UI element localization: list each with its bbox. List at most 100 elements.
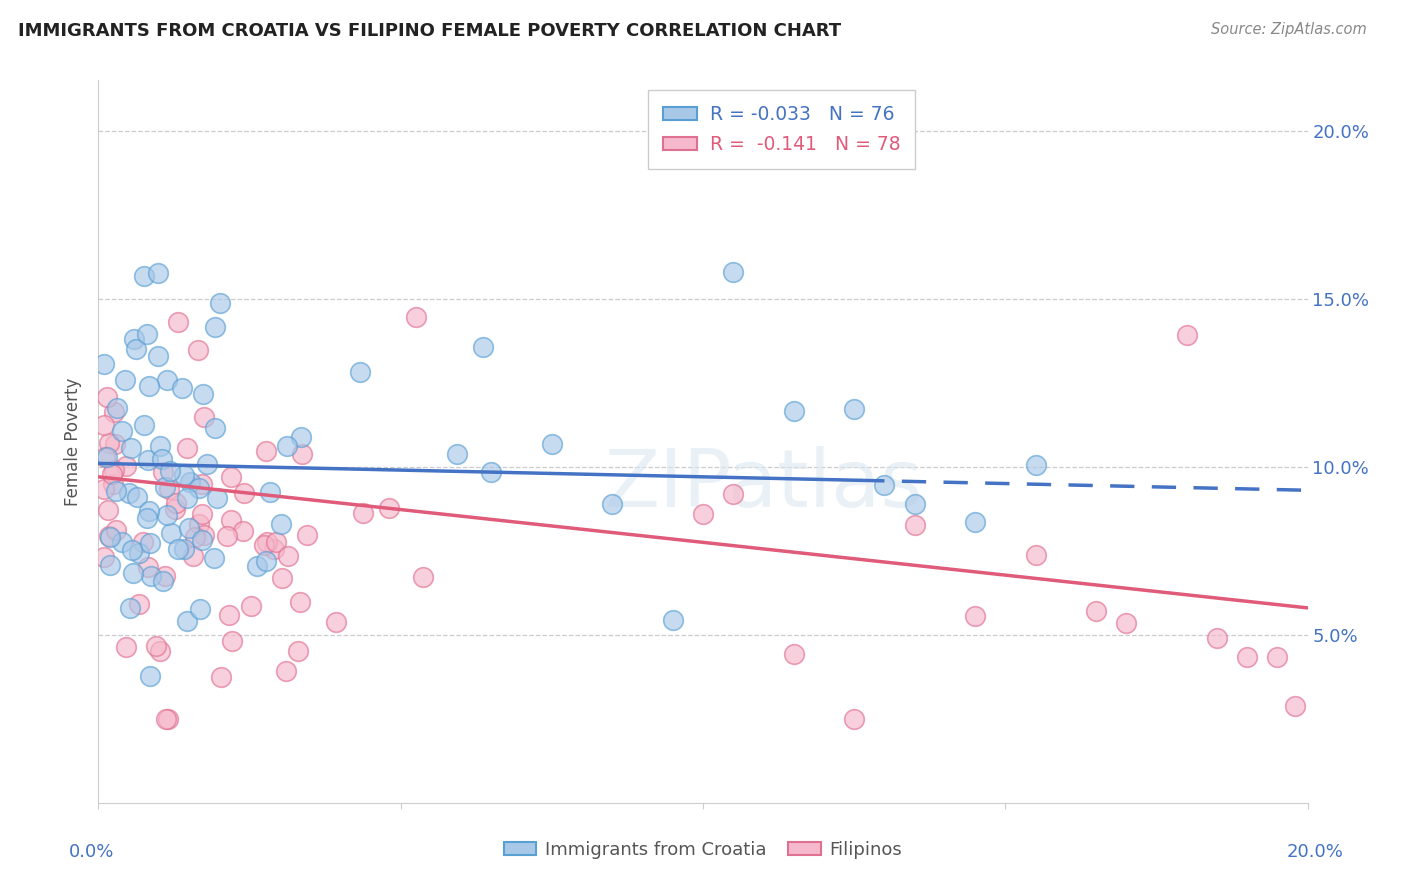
Point	[412, 569, 434, 583]
Point	[125, 490, 148, 504]
Point	[204, 320, 226, 334]
Point	[208, 295, 231, 310]
Point	[98, 529, 121, 543]
Point	[221, 634, 243, 648]
Point	[904, 497, 927, 511]
Point	[193, 528, 215, 542]
Point	[118, 485, 141, 500]
Point	[136, 559, 159, 574]
Point	[873, 478, 896, 492]
Point	[291, 447, 314, 461]
Point	[173, 542, 195, 557]
Point	[231, 524, 253, 538]
Y-axis label: Female Poverty: Female Poverty	[65, 377, 83, 506]
Point	[165, 496, 187, 510]
Point	[179, 475, 201, 489]
Point	[166, 315, 188, 329]
Point	[254, 554, 277, 568]
Point	[152, 465, 174, 479]
Point	[783, 647, 806, 661]
Point	[98, 558, 121, 573]
Point	[1085, 604, 1108, 618]
Point	[1206, 631, 1229, 645]
Point	[276, 439, 298, 453]
Point	[176, 614, 198, 628]
Point	[121, 542, 143, 557]
Point	[125, 342, 148, 356]
Point	[277, 549, 299, 563]
Point	[93, 450, 115, 465]
Point	[136, 453, 159, 467]
Point	[103, 463, 125, 477]
Point	[172, 381, 194, 395]
Point	[202, 551, 225, 566]
Point	[93, 357, 115, 371]
Point	[259, 485, 281, 500]
Point	[256, 534, 278, 549]
Point	[844, 712, 866, 726]
Point	[271, 571, 294, 585]
Point	[181, 549, 204, 563]
Point	[115, 640, 138, 654]
Point	[153, 481, 176, 495]
Point	[191, 387, 214, 401]
Point	[111, 424, 134, 438]
Point	[173, 467, 195, 482]
Point	[215, 528, 238, 542]
Point	[132, 269, 155, 284]
Point	[163, 502, 186, 516]
Point	[157, 482, 180, 496]
Point	[120, 441, 142, 455]
Point	[111, 535, 134, 549]
Text: ZIPatlas: ZIPatlas	[605, 446, 922, 524]
Point	[219, 512, 242, 526]
Point	[1284, 698, 1306, 713]
Point	[114, 459, 136, 474]
Point	[96, 390, 118, 404]
Point	[167, 542, 190, 557]
Text: Source: ZipAtlas.com: Source: ZipAtlas.com	[1211, 22, 1367, 37]
Point	[149, 439, 172, 453]
Point	[1024, 549, 1046, 563]
Point	[352, 506, 374, 520]
Point	[471, 340, 494, 354]
Point	[138, 504, 160, 518]
Point	[122, 332, 145, 346]
Point	[287, 644, 309, 658]
Point	[1236, 649, 1258, 664]
Point	[128, 546, 150, 560]
Point	[176, 491, 198, 505]
Point	[723, 487, 745, 501]
Point	[184, 530, 207, 544]
Point	[136, 511, 159, 525]
Point	[156, 373, 179, 387]
Point	[218, 607, 240, 622]
Point	[149, 643, 172, 657]
Point	[105, 401, 128, 416]
Point	[190, 476, 212, 491]
Point	[190, 507, 212, 521]
Point	[965, 515, 987, 529]
Point	[155, 712, 177, 726]
Point	[153, 569, 176, 583]
Point	[481, 466, 503, 480]
Point	[101, 477, 124, 491]
Point	[157, 712, 180, 726]
Point	[1267, 649, 1289, 664]
Point	[191, 533, 214, 548]
Point	[263, 541, 285, 556]
Point	[93, 549, 115, 564]
Text: IMMIGRANTS FROM CROATIA VS FILIPINO FEMALE POVERTY CORRELATION CHART: IMMIGRANTS FROM CROATIA VS FILIPINO FEMA…	[18, 22, 841, 40]
Point	[602, 497, 624, 511]
Point	[98, 530, 121, 544]
Point	[118, 601, 141, 615]
Point	[139, 569, 162, 583]
Point	[100, 467, 122, 481]
Point	[131, 534, 153, 549]
Point	[965, 608, 987, 623]
Point	[122, 566, 145, 580]
Point	[114, 373, 136, 387]
Point	[195, 457, 218, 471]
Point	[97, 436, 120, 450]
Point	[1115, 615, 1137, 630]
